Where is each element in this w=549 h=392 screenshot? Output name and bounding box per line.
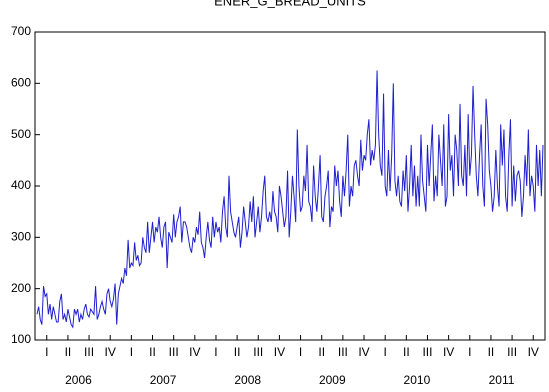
x-tick-label: I [384, 345, 387, 359]
x-tick-label: IV [105, 345, 116, 359]
y-tick-label: 300 [11, 230, 31, 244]
x-tick-label: I [299, 345, 302, 359]
x-tick-label: II [234, 345, 241, 359]
y-tick-label: 600 [11, 76, 31, 90]
year-label: 2006 [65, 373, 92, 387]
x-tick-label: I [130, 345, 133, 359]
x-tick-label: IV [358, 345, 369, 359]
year-label: 2008 [234, 373, 261, 387]
x-tick-label: I [214, 345, 217, 359]
y-tick-label: 700 [11, 24, 31, 38]
chart-title: ENER_G_BREAD_UNITS [214, 0, 366, 8]
x-tick-label: II [318, 345, 325, 359]
year-label: 2007 [150, 373, 177, 387]
x-tick-label: III [169, 345, 179, 359]
y-tick-label: 500 [11, 127, 31, 141]
x-tick-label: II [403, 345, 410, 359]
x-tick-label: III [507, 345, 517, 359]
year-label: 2011 [489, 373, 515, 387]
x-tick-label: II [149, 345, 156, 359]
x-tick-label: IV [189, 345, 200, 359]
x-tick-label: IV [528, 345, 539, 359]
x-tick-label: I [45, 345, 48, 359]
x-tick-label: III [338, 345, 348, 359]
y-tick-label: 400 [11, 178, 31, 192]
series-line [36, 70, 544, 329]
y-tick-label: 200 [11, 281, 31, 295]
plot-frame [34, 31, 546, 341]
x-tick-label: III [84, 345, 94, 359]
x-tick-label: III [422, 345, 432, 359]
y-tick-label: 100 [11, 332, 31, 346]
year-label: 2010 [404, 373, 431, 387]
x-tick-label: IV [443, 345, 454, 359]
x-tick-label: II [488, 345, 495, 359]
x-tick-label: IV [274, 345, 285, 359]
x-tick-label: III [253, 345, 263, 359]
year-label: 2009 [319, 373, 346, 387]
x-tick-label: I [468, 345, 471, 359]
x-tick-label: II [65, 345, 72, 359]
